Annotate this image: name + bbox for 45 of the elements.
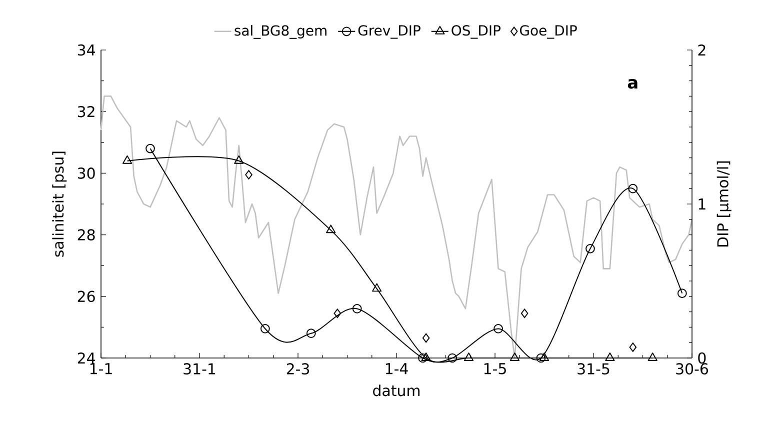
y-axis-title: saliniteit [psu]	[52, 152, 67, 257]
x-axis-title: datum	[373, 384, 420, 396]
x-tick-label: 31-5	[578, 363, 610, 374]
x-tick-label: 31-1	[184, 363, 216, 374]
point	[520, 308, 528, 318]
x-tick-label: 1-4	[386, 363, 408, 374]
point	[629, 342, 637, 352]
y2-axis-title: DIP [µmol/l]	[716, 161, 732, 246]
y2-tick-label: 1	[698, 198, 706, 210]
legend-label: Grev_DIP	[358, 25, 420, 39]
y-tick-label: 26	[78, 290, 95, 302]
point	[448, 353, 458, 363]
point	[628, 184, 638, 194]
point	[648, 352, 658, 361]
legend-label: Goe_DIP	[520, 25, 577, 39]
point	[422, 333, 430, 343]
point	[464, 352, 474, 361]
point	[372, 283, 382, 292]
point	[536, 353, 546, 363]
x-tick-label: 1-1	[90, 363, 112, 374]
x-tick-label: 2-3	[286, 363, 310, 374]
y2-tick-label: 2	[698, 44, 706, 56]
point	[539, 352, 550, 361]
y-tick-label: 32	[78, 106, 94, 118]
y-tick-label: 28	[78, 229, 95, 240]
point	[605, 352, 615, 361]
point	[510, 352, 520, 361]
point	[421, 352, 431, 361]
point	[586, 244, 595, 254]
annotation: a	[628, 79, 638, 89]
point	[494, 324, 503, 334]
y2-tick-label: 0	[698, 352, 706, 364]
legend-label: OS_DIP	[452, 25, 500, 39]
point	[306, 328, 316, 338]
x-tick-label: 30-6	[676, 363, 708, 374]
point	[326, 224, 336, 234]
y-tick-label: 34	[78, 44, 95, 56]
y-tick-label: 30	[78, 168, 95, 179]
y-tick-label: 24	[78, 352, 95, 364]
point	[418, 353, 428, 363]
point	[334, 308, 342, 318]
point	[677, 288, 687, 298]
legend-label: sal_BG8_gem	[234, 24, 326, 39]
point	[352, 304, 362, 314]
x-tick-label: 1-5	[484, 363, 506, 374]
